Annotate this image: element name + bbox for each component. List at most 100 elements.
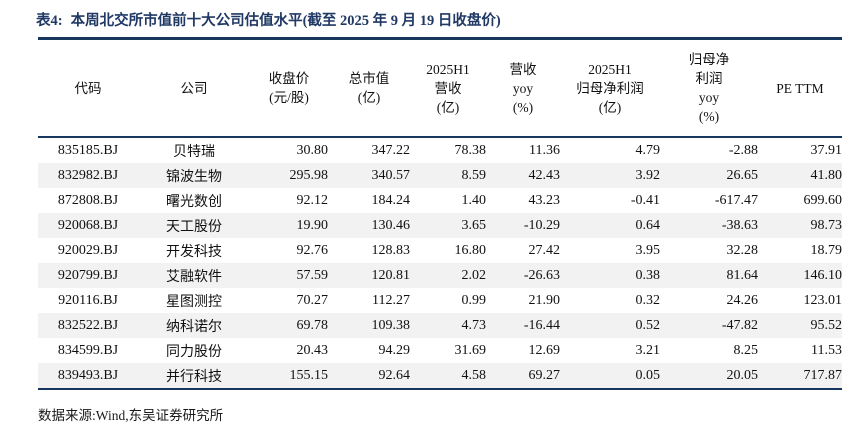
cell-close: 57.59 bbox=[296, 267, 329, 283]
cell-profit_yoy: -47.82 bbox=[721, 317, 758, 333]
table-title: 表4: 本周北交所市值前十大公司估值水平(截至 2025 年 9 月 19 日收盘… bbox=[36, 10, 865, 32]
cell-pe_ttm: 146.10 bbox=[803, 267, 843, 283]
cell-mcap: 92.64 bbox=[328, 363, 410, 390]
column-header-pe_ttm: PE TTM bbox=[758, 37, 842, 138]
column-header-revenue_yoy: 营收 yoy (%) bbox=[486, 37, 560, 138]
cell-company: 天工股份 bbox=[166, 219, 222, 235]
cell-pe_ttm: 699.60 bbox=[803, 192, 843, 208]
table-row: 920799.BJ 艾融软件 57.59 120.81 2.02 -26.63 0.38 81… bbox=[38, 263, 842, 288]
cell-code: 920799.BJ bbox=[57, 267, 119, 283]
cell-profit_yoy: 20.05 bbox=[660, 363, 758, 390]
cell-profit_yoy: 32.28 bbox=[726, 242, 759, 258]
cell-revenue: 31.69 bbox=[454, 342, 487, 358]
cell-mcap: 340.57 bbox=[371, 167, 411, 183]
cell-net_profit: 0.64 bbox=[635, 217, 661, 233]
cell-pe_ttm: 717.87 bbox=[758, 363, 842, 390]
cell-code: 839493.BJ bbox=[38, 363, 138, 390]
cell-profit_yoy: 26.65 bbox=[726, 167, 759, 183]
cell-close: 19.90 bbox=[296, 217, 329, 233]
cell-net_profit: 0.52 bbox=[635, 317, 661, 333]
cell-profit_yoy: 8.25 bbox=[733, 342, 759, 358]
cell-code: 920116.BJ bbox=[58, 292, 118, 308]
cell-mcap: 184.24 bbox=[371, 192, 411, 208]
cell-close: 70.27 bbox=[296, 292, 329, 308]
cell-pe_ttm: 95.52 bbox=[810, 317, 843, 333]
cell-revenue: 3.65 bbox=[461, 217, 487, 233]
cell-net_profit: -0.41 bbox=[630, 192, 660, 208]
table-row: 872808.BJ 曙光数创 92.12 184.24 1.40 43.23 -0.41 -6… bbox=[38, 188, 842, 213]
cell-mcap: 109.38 bbox=[371, 317, 411, 333]
cell-profit_yoy: -617.47 bbox=[714, 192, 758, 208]
cell-mcap: 347.22 bbox=[371, 142, 411, 158]
cell-company: 开发科技 bbox=[166, 244, 222, 260]
cell-profit_yoy: 81.64 bbox=[726, 267, 759, 283]
column-header-close: 收盘价 (元/股) bbox=[250, 37, 328, 138]
cell-revenue: 4.58 bbox=[410, 363, 486, 390]
column-header-mcap: 总市值 (亿) bbox=[328, 37, 410, 138]
cell-revenue_yoy: 27.42 bbox=[528, 242, 561, 258]
cell-pe_ttm: 37.91 bbox=[810, 142, 843, 158]
cell-close: 30.80 bbox=[296, 142, 329, 158]
cell-company: 星图测控 bbox=[166, 294, 222, 310]
cell-net_profit: 3.95 bbox=[635, 242, 661, 258]
cell-company: 曙光数创 bbox=[166, 194, 222, 210]
cell-revenue: 0.99 bbox=[461, 292, 487, 308]
valuation-table: 代码 公司 收盘价 (元/股) 总市值 (亿) 2025H1 营收 (亿) 营收 yoy (%) 202… bbox=[38, 37, 842, 390]
table-row: 832982.BJ 锦波生物 295.98 340.57 8.59 42.43 3.92 26… bbox=[38, 163, 842, 188]
cell-mcap: 94.29 bbox=[378, 342, 411, 358]
cell-revenue: 1.40 bbox=[461, 192, 487, 208]
cell-pe_ttm: 11.53 bbox=[811, 342, 842, 358]
table-row: 835185.BJ 贝特瑞 30.80 347.22 78.38 11.36 4.79 -2.… bbox=[38, 137, 842, 163]
cell-mcap: 120.81 bbox=[371, 267, 411, 283]
cell-revenue_yoy: 12.69 bbox=[528, 342, 561, 358]
cell-company: 同力股份 bbox=[166, 344, 222, 360]
cell-net_profit: 0.32 bbox=[635, 292, 661, 308]
cell-pe_ttm: 123.01 bbox=[803, 292, 843, 308]
cell-close: 155.15 bbox=[250, 363, 328, 390]
cell-profit_yoy: -2.88 bbox=[728, 142, 758, 158]
cell-code: 920068.BJ bbox=[57, 217, 119, 233]
cell-revenue_yoy: 69.27 bbox=[486, 363, 560, 390]
column-header-company: 公司 bbox=[138, 37, 250, 138]
table-title-text: 本周北交所市值前十大公司估值水平(截至 2025 年 9 月 19 日收盘价) bbox=[70, 13, 501, 29]
cell-code: 920029.BJ bbox=[57, 242, 119, 258]
header-row: 代码 公司 收盘价 (元/股) 总市值 (亿) 2025H1 营收 (亿) 营收 yoy (%) 202… bbox=[38, 37, 842, 138]
cell-revenue: 78.38 bbox=[454, 142, 487, 158]
cell-pe_ttm: 41.80 bbox=[810, 167, 843, 183]
cell-revenue_yoy: 43.23 bbox=[528, 192, 561, 208]
cell-revenue: 4.73 bbox=[461, 317, 487, 333]
column-header-code: 代码 bbox=[38, 37, 138, 138]
cell-company: 并行科技 bbox=[138, 363, 250, 390]
cell-profit_yoy: -38.63 bbox=[721, 217, 758, 233]
cell-revenue_yoy: -26.63 bbox=[523, 267, 560, 283]
cell-revenue_yoy: 11.36 bbox=[529, 142, 560, 158]
cell-mcap: 128.83 bbox=[371, 242, 411, 258]
table-row: 832522.BJ 纳科诺尔 69.78 109.38 4.73 -16.44 0.52 -4… bbox=[38, 313, 842, 338]
cell-close: 92.12 bbox=[296, 192, 329, 208]
cell-revenue_yoy: -16.44 bbox=[523, 317, 560, 333]
cell-code: 834599.BJ bbox=[57, 342, 119, 358]
table-row: 920068.BJ 天工股份 19.90 130.46 3.65 -10.29 0.64 -3… bbox=[38, 213, 842, 238]
report-table-section: 表4: 本周北交所市值前十大公司估值水平(截至 2025 年 9 月 19 日收盘… bbox=[0, 10, 865, 436]
cell-revenue: 8.59 bbox=[461, 167, 487, 183]
table-header: 代码 公司 收盘价 (元/股) 总市值 (亿) 2025H1 营收 (亿) 营收 yoy (%) 202… bbox=[38, 37, 842, 138]
data-source-note: 数据来源:Wind,东吴证券研究所 bbox=[38, 408, 224, 423]
cell-company: 锦波生物 bbox=[166, 169, 222, 185]
column-header-revenue: 2025H1 营收 (亿) bbox=[410, 37, 486, 138]
table-row: 920029.BJ 开发科技 92.76 128.83 16.80 27.42 3.95 32… bbox=[38, 238, 842, 263]
cell-code: 832522.BJ bbox=[57, 317, 119, 333]
cell-revenue_yoy: 21.90 bbox=[528, 292, 561, 308]
table-body: 835185.BJ 贝特瑞 30.80 347.22 78.38 11.36 4.79 -2.… bbox=[38, 137, 842, 390]
cell-company: 艾融软件 bbox=[166, 269, 222, 285]
cell-company: 贝特瑞 bbox=[173, 144, 215, 160]
table-number-label: 表4: bbox=[36, 13, 63, 29]
cell-revenue: 2.02 bbox=[461, 267, 487, 283]
cell-pe_ttm: 18.79 bbox=[810, 242, 843, 258]
cell-close: 92.76 bbox=[296, 242, 329, 258]
cell-net_profit: 4.79 bbox=[635, 142, 661, 158]
column-header-net_profit: 2025H1 归母净利润 (亿) bbox=[560, 37, 660, 138]
cell-code: 835185.BJ bbox=[57, 142, 119, 158]
cell-profit_yoy: 24.26 bbox=[726, 292, 759, 308]
table-row: 920116.BJ 星图测控 70.27 112.27 0.99 21.90 0.32 24.… bbox=[38, 288, 842, 313]
table-row: 834599.BJ 同力股份 20.43 94.29 31.69 12.69 3.21 8.2… bbox=[38, 338, 842, 363]
